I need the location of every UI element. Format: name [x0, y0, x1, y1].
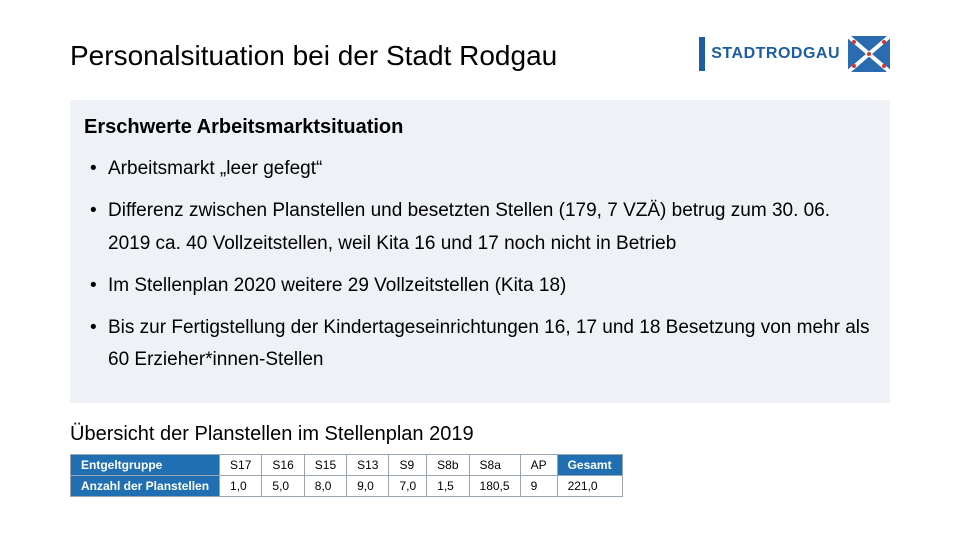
stadt-rodgau-logo: STADTRODGAU — [699, 37, 840, 71]
content-panel: Erschwerte Arbeitsmarktsituation Arbeits… — [70, 100, 890, 403]
logo-text: STADTRODGAU — [711, 45, 840, 63]
list-item: Im Stellenplan 2020 weitere 29 Vollzeits… — [84, 270, 876, 302]
cell: 1,5 — [427, 475, 469, 496]
col-label: S15 — [304, 454, 346, 475]
cell: 1,0 — [220, 475, 262, 496]
cell: 7,0 — [389, 475, 427, 496]
logo-area: STADTRODGAU — [699, 36, 890, 72]
wappen-icon — [848, 36, 890, 72]
col-label: AP — [520, 454, 557, 475]
cell: 9 — [520, 475, 557, 496]
list-item: Differenz zwischen Planstellen und beset… — [84, 195, 876, 260]
planstellen-table: Entgeltgruppe S17 S16 S15 S13 S9 S8b S8a… — [70, 454, 890, 497]
list-item: Bis zur Fertigstellung der Kindertagesei… — [84, 312, 876, 377]
table-row: Entgeltgruppe S17 S16 S15 S13 S9 S8b S8a… — [71, 454, 623, 475]
bullet-list: Arbeitsmarkt „leer gefegt“ Differenz zwi… — [84, 153, 876, 377]
table-heading: Übersicht der Planstellen im Stellenplan… — [70, 423, 890, 446]
page-title: Personalsituation bei der Stadt Rodgau — [70, 40, 557, 72]
col-label: S8b — [427, 454, 469, 475]
cell: 5,0 — [262, 475, 304, 496]
row-header: Entgeltgruppe — [71, 454, 220, 475]
col-label: S16 — [262, 454, 304, 475]
col-label: S8a — [469, 454, 520, 475]
list-item: Arbeitsmarkt „leer gefegt“ — [84, 153, 876, 185]
header: Personalsituation bei der Stadt Rodgau S… — [70, 40, 890, 72]
col-label: S13 — [347, 454, 389, 475]
col-label: S9 — [389, 454, 427, 475]
col-label: S17 — [220, 454, 262, 475]
logo-bar-icon — [699, 37, 705, 71]
table-row: Anzahl der Planstellen 1,0 5,0 8,0 9,0 7… — [71, 475, 623, 496]
panel-heading: Erschwerte Arbeitsmarktsituation — [84, 116, 876, 139]
total-label: Gesamt — [557, 454, 622, 475]
cell: 180,5 — [469, 475, 520, 496]
cell: 9,0 — [347, 475, 389, 496]
row-header: Anzahl der Planstellen — [71, 475, 220, 496]
total-cell: 221,0 — [557, 475, 622, 496]
cell: 8,0 — [304, 475, 346, 496]
slide: Personalsituation bei der Stadt Rodgau S… — [0, 0, 960, 540]
